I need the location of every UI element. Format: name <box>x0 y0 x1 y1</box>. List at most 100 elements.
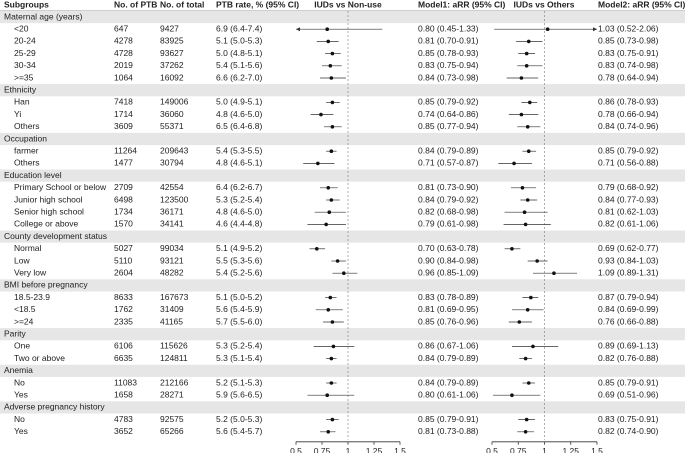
total-count: 124811 <box>160 353 188 363</box>
arr-label: 0.86 (0.67-1.06) <box>418 341 479 351</box>
arr-label: 0.86 (0.78-0.93) <box>598 97 659 107</box>
ptb-rate: 5.1 (4.9-5.2) <box>216 243 262 253</box>
ptb-rate: 5.4 (5.2-5.6) <box>216 267 262 277</box>
estimate-point <box>330 417 335 422</box>
estimate-point <box>522 210 527 214</box>
estimate-point <box>329 356 334 361</box>
arr-label: 0.69 (0.51-0.96) <box>598 389 659 399</box>
subgroup-label: Junior high school <box>14 194 83 204</box>
arr-label: 0.83 (0.75-0.91) <box>598 414 659 424</box>
estimate-point <box>525 198 530 202</box>
subgroup-label: Others <box>14 158 40 168</box>
ptb-count: 1064 <box>114 72 133 82</box>
plot-m1 <box>296 11 383 440</box>
total-count: 41165 <box>160 316 183 326</box>
ptb-count: 2019 <box>114 60 133 70</box>
x-tick-label: 1.25 <box>562 446 579 453</box>
arr-label: 0.84 (0.79-0.92) <box>418 194 479 204</box>
ptb-count: 1658 <box>114 389 133 399</box>
ptb-rate: 5.2 (5.0-5.3) <box>216 414 262 424</box>
estimate-point <box>326 186 331 190</box>
ptb-count: 4728 <box>114 48 133 58</box>
arr-label: 0.71 (0.56-0.88) <box>598 158 659 168</box>
ptb-rate: 5.1 (5.0-5.3) <box>216 36 262 46</box>
ptb-count: 1714 <box>114 109 133 119</box>
arr-label: 1.03 (0.52-2.06) <box>598 23 659 33</box>
estimate-point <box>517 320 522 324</box>
estimate-point <box>325 27 330 32</box>
ptb-rate: 5.3 (5.2-5.4) <box>216 194 262 204</box>
arr-label: 0.93 (0.84-1.03) <box>598 255 659 265</box>
x-tick-label: 0.5 <box>290 446 302 453</box>
subgroup-label: Primary School or below <box>14 182 107 192</box>
arr-label: 0.84 (0.74-0.96) <box>598 121 659 131</box>
estimate-point <box>523 430 528 434</box>
subgroup-label: 25-29 <box>14 48 36 58</box>
ptb-rate: 5.4 (5.1-5.6) <box>216 60 262 70</box>
arr-label: 0.83 (0.75-0.91) <box>598 48 659 58</box>
subgroup-label: Low <box>14 255 30 265</box>
group-band <box>0 401 685 414</box>
estimate-point <box>329 76 334 80</box>
subgroup-label: Yes <box>14 426 28 436</box>
ptb-rate: 5.0 (4.9-5.1) <box>216 97 262 107</box>
group-band <box>0 279 685 292</box>
ptb-rate: 4.6 (4.4-4.8) <box>216 219 262 229</box>
estimate-point <box>329 381 334 385</box>
arr-label: 0.87 (0.79-0.94) <box>598 292 659 302</box>
ptb-count: 1734 <box>114 206 133 216</box>
estimate-point <box>315 247 319 251</box>
ptb-rate: 4.8 (4.6-5.0) <box>216 206 262 216</box>
total-count: 48282 <box>160 267 184 277</box>
x-tick-label: 1.25 <box>366 446 383 453</box>
estimate-point <box>512 161 516 166</box>
estimate-point <box>330 320 335 324</box>
estimate-point <box>535 259 539 263</box>
estimate-point <box>329 198 334 202</box>
arr-label: 0.79 (0.61-0.98) <box>418 219 479 229</box>
arr-label: 0.81 (0.70-0.91) <box>418 36 479 46</box>
group-band <box>0 364 685 377</box>
ptb-rate: 5.3 (5.2-5.4) <box>216 341 262 351</box>
total-count: 65266 <box>160 426 184 436</box>
arr-label: 0.83 (0.78-0.89) <box>418 292 479 302</box>
total-count: 36171 <box>160 206 184 216</box>
ptb-count: 5027 <box>114 243 133 253</box>
total-count: 36060 <box>160 109 184 119</box>
estimate-point <box>545 27 550 32</box>
ptb-count: 2335 <box>114 316 133 326</box>
total-count: 37262 <box>160 60 184 70</box>
estimate-point <box>319 112 323 117</box>
arr-label: 0.81 (0.62-1.03) <box>598 206 659 216</box>
subgroup-label: Yes <box>14 389 28 399</box>
arr-label: 0.85 (0.79-0.91) <box>598 377 659 387</box>
group-band <box>0 169 685 182</box>
arr-label: 0.82 (0.61-1.06) <box>598 219 659 229</box>
ci-arrow <box>593 27 597 32</box>
estimate-point <box>324 222 328 227</box>
subgroup-label: Han <box>14 97 30 107</box>
ptb-count: 1570 <box>114 219 133 229</box>
total-count: 167673 <box>160 292 189 302</box>
arr-label: 0.78 (0.64-0.94) <box>598 72 659 82</box>
ptb-rate: 5.5 (5.3-5.6) <box>216 255 262 265</box>
x-tick-label: 0.5 <box>486 446 498 453</box>
total-count: 93121 <box>160 255 184 265</box>
group-band <box>0 10 685 24</box>
subgroup-label: No <box>14 414 25 424</box>
group-label: Education level <box>4 170 62 180</box>
ptb-rate: 5.7 (5.5-6.0) <box>216 316 262 326</box>
estimate-point <box>510 247 514 251</box>
ptb-rate: 6.9 (6.4-7.4) <box>216 23 262 33</box>
estimate-point <box>520 186 525 190</box>
estimate-point <box>526 39 531 44</box>
arr-label: 0.69 (0.62-0.77) <box>598 243 659 253</box>
group-band <box>0 84 685 97</box>
header-plot2: IUDs vs Others <box>514 0 575 9</box>
arr-label: 0.74 (0.64-0.86) <box>418 109 479 119</box>
total-count: 9427 <box>160 23 179 33</box>
arr-label: 0.81 (0.69-0.95) <box>418 304 479 314</box>
subgroup-label: Yi <box>14 109 21 119</box>
group-label: County development status <box>4 231 107 241</box>
subgroup-label: Normal <box>14 243 42 253</box>
